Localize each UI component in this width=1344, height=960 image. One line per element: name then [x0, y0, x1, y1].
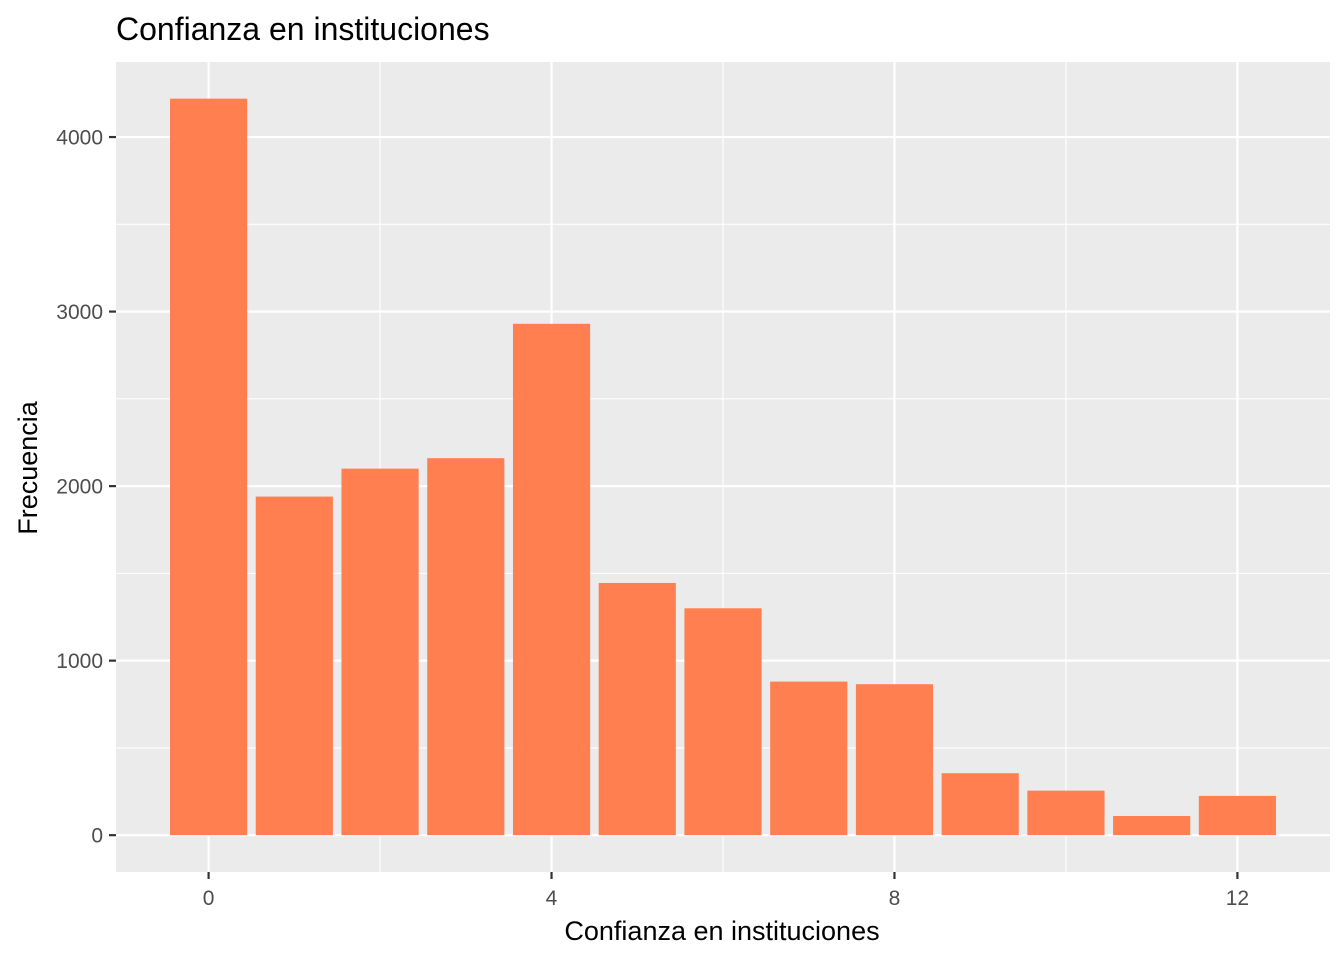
x-tick-label: 12	[1226, 887, 1249, 910]
bar-7	[770, 681, 848, 836]
bar-5	[598, 582, 676, 836]
bars	[170, 98, 1276, 836]
x-axis-title: Confianza en instituciones	[564, 916, 879, 946]
x-tick-label: 0	[203, 887, 215, 910]
bar-2	[341, 468, 419, 836]
bar-6	[684, 608, 762, 836]
bar-0	[170, 98, 248, 836]
bar-12	[1198, 795, 1276, 836]
y-axis-ticks: 0 1000 2000 3000 4000	[56, 127, 116, 848]
x-tick-label: 8	[889, 887, 901, 910]
y-axis-title: Frecuencia	[13, 400, 43, 535]
y-tick-label: 0	[91, 825, 103, 848]
y-tick-label: 2000	[56, 476, 103, 499]
y-tick-label: 3000	[56, 301, 103, 324]
bar-10	[1027, 790, 1105, 836]
x-axis-ticks: 0 4 8 12	[203, 872, 1249, 910]
bar-4	[512, 323, 591, 836]
y-tick-label: 1000	[56, 650, 103, 673]
chart-title: Confianza en instituciones	[116, 11, 490, 47]
bar-1	[255, 496, 333, 836]
bar-3	[427, 458, 505, 836]
bar-9	[941, 773, 1019, 836]
x-tick-label: 4	[546, 887, 558, 910]
bar-8	[855, 684, 934, 836]
y-tick-label: 4000	[56, 127, 103, 150]
bar-11	[1113, 815, 1191, 836]
